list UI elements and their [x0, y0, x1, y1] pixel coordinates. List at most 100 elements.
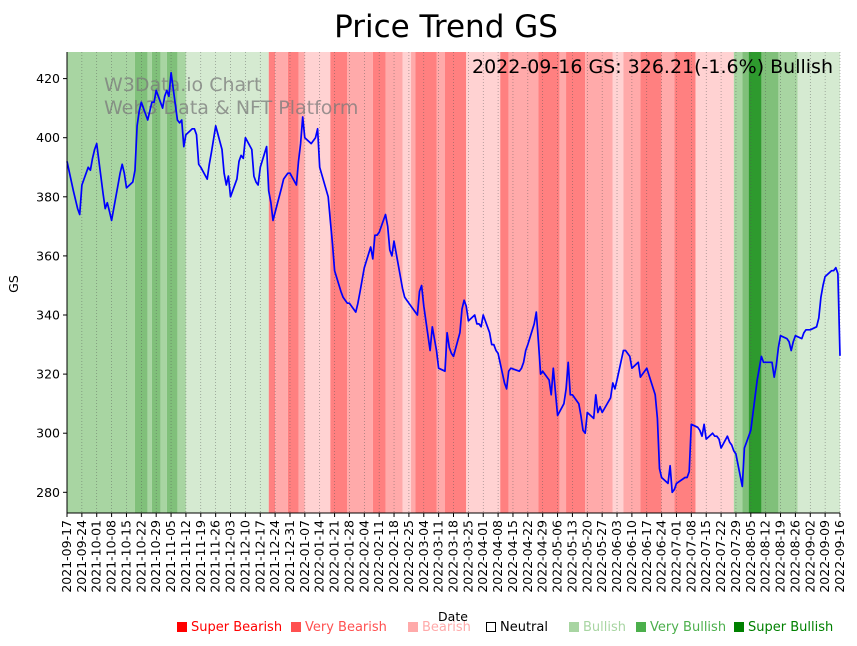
legend-item-neutral: Neutral — [486, 620, 548, 635]
legend-item-bearish: Bearish — [408, 620, 471, 635]
x-tick-label: 2022-05-20 — [579, 520, 594, 593]
y-tick-label: 280 — [36, 485, 60, 500]
x-tick-label: 2021-11-19 — [193, 520, 208, 593]
x-tick-label: 2022-02-04 — [356, 520, 371, 593]
regime-band-very-bullish — [761, 52, 779, 513]
regime-band-very-bullish — [151, 52, 161, 513]
x-tick-label: 2022-06-17 — [639, 520, 654, 593]
regime-band-very-bearish — [566, 52, 586, 513]
price-series — [66, 71, 841, 494]
x-tick-label: 2022-02-25 — [401, 520, 416, 593]
x-tick-label: 2022-06-24 — [654, 520, 669, 593]
x-tick-label: 2021-12-10 — [237, 520, 252, 593]
regime-band-very-bearish — [287, 52, 299, 513]
regime-band-bullish — [733, 52, 743, 513]
x-tick-label: 2022-04-08 — [490, 520, 505, 593]
regime-band-bearish — [275, 52, 288, 513]
legend-item-bullish: Bullish — [569, 620, 626, 635]
x-tick-label: 2022-08-26 — [787, 520, 802, 593]
x-tick-label: 2022-05-06 — [550, 520, 565, 593]
regime-band-bearish — [508, 52, 539, 513]
regime-band-bullish — [67, 52, 135, 513]
regime-band-very-bearish — [500, 52, 509, 513]
y-tick-label: 400 — [36, 130, 60, 145]
x-tick-label: 2021-10-15 — [118, 520, 133, 593]
x-tick-label: 2021-09-24 — [74, 520, 89, 593]
legend: Super Bearish Very Bearish Bearish Neutral B… — [0, 620, 857, 640]
legend-item-very-bullish: Very Bullish — [636, 620, 726, 635]
x-tick-label: 2022-02-11 — [371, 520, 386, 593]
regime-band-bullish-light — [185, 52, 269, 513]
x-tick-label: 2021-10-22 — [133, 520, 148, 593]
x-axis-label: Date — [438, 609, 468, 624]
x-tick-label: 2022-04-15 — [505, 520, 520, 593]
legend-swatch — [636, 622, 646, 632]
x-tick-label: 2022-09-16 — [832, 520, 847, 593]
regime-band-very-bullish — [742, 52, 749, 513]
y-tick-label: 380 — [36, 189, 60, 204]
regime-band-bearish — [411, 52, 416, 513]
regime-band-bearish — [585, 52, 613, 513]
y-tick-label: 420 — [36, 71, 60, 86]
legend-item-super-bearish: Super Bearish — [177, 620, 282, 635]
x-tick-label: 2021-12-31 — [282, 520, 297, 593]
legend-label: Bearish — [422, 620, 471, 635]
series-line-gs — [66, 71, 841, 494]
x-tick-label: 2022-03-04 — [416, 520, 431, 593]
regime-band-bearish — [661, 52, 675, 513]
x-tick-label: 2022-04-22 — [520, 520, 535, 593]
x-tick-label: 2022-03-25 — [460, 520, 475, 593]
x-tick-label: 2021-11-26 — [208, 520, 223, 593]
x-tick-label: 2022-04-29 — [535, 520, 550, 593]
regime-band-very-bearish — [674, 52, 696, 513]
legend-swatch — [291, 622, 301, 632]
y-tick-label: 340 — [36, 308, 60, 323]
x-ticks: 2021-09-17 2021-09-24 2021-10-01 2021-10-08… — [59, 513, 847, 593]
x-tick-label: 2022-07-01 — [668, 520, 683, 593]
regime-band-very-bearish — [415, 52, 437, 513]
x-tick-label: 2022-09-09 — [817, 520, 832, 593]
legend-label: Very Bullish — [650, 620, 727, 635]
regime-band-bullish-light — [797, 52, 840, 513]
x-tick-label: 2022-02-18 — [386, 520, 401, 593]
y-axis-label: GS — [6, 275, 21, 293]
price-annotation: 2022-09-16 GS: 326.21(-1.6%) Bullish — [472, 56, 833, 78]
x-tick-label: 2022-07-08 — [683, 520, 698, 593]
regime-band-very-bearish — [372, 52, 386, 513]
legend-swatch — [734, 622, 744, 632]
legend-swatch — [408, 622, 418, 632]
x-tick-label: 2022-01-07 — [297, 520, 312, 593]
legend-swatch — [569, 622, 579, 632]
legend-label: Neutral — [500, 620, 548, 635]
regime-band-neutral-bear — [612, 52, 624, 513]
x-tick-label: 2022-01-28 — [341, 520, 356, 593]
x-tick-label: 2021-12-17 — [252, 520, 267, 593]
regime-band-bearish — [436, 52, 446, 513]
x-tick-label: 2022-08-12 — [758, 520, 773, 593]
legend-label: Bullish — [583, 620, 627, 635]
regime-band-super-bullish — [748, 52, 762, 513]
x-tick-label: 2021-09-17 — [59, 520, 74, 593]
x-tick-label: 2021-12-03 — [223, 520, 238, 593]
x-tick-label: 2022-07-29 — [728, 520, 743, 593]
x-tick-label: 2021-10-01 — [89, 520, 104, 593]
regime-band-very-bearish — [538, 52, 560, 513]
x-tick-label: 2022-08-19 — [773, 520, 788, 593]
x-tick-label: 2022-08-05 — [743, 520, 758, 593]
legend-swatch — [486, 622, 496, 632]
regime-band-very-bullish — [134, 52, 148, 513]
x-tick-label: 2022-05-27 — [594, 520, 609, 593]
x-tick-label: 2022-07-22 — [713, 520, 728, 593]
regime-band-bearish — [559, 52, 567, 513]
regime-band-bearish — [385, 52, 403, 513]
regime-band-neutral-bear — [695, 52, 734, 513]
weekly-gridlines — [66, 52, 841, 513]
regime-band-very-bearish — [268, 52, 276, 513]
legend-swatch — [177, 622, 187, 632]
regime-band-bearish — [623, 52, 641, 513]
legend-item-very-bearish: Very Bearish — [291, 620, 387, 635]
x-tick-label: 2021-12-24 — [267, 520, 282, 593]
regime-bands — [67, 52, 840, 513]
y-tick-label: 360 — [36, 248, 60, 263]
x-tick-label: 2022-03-18 — [446, 520, 461, 593]
